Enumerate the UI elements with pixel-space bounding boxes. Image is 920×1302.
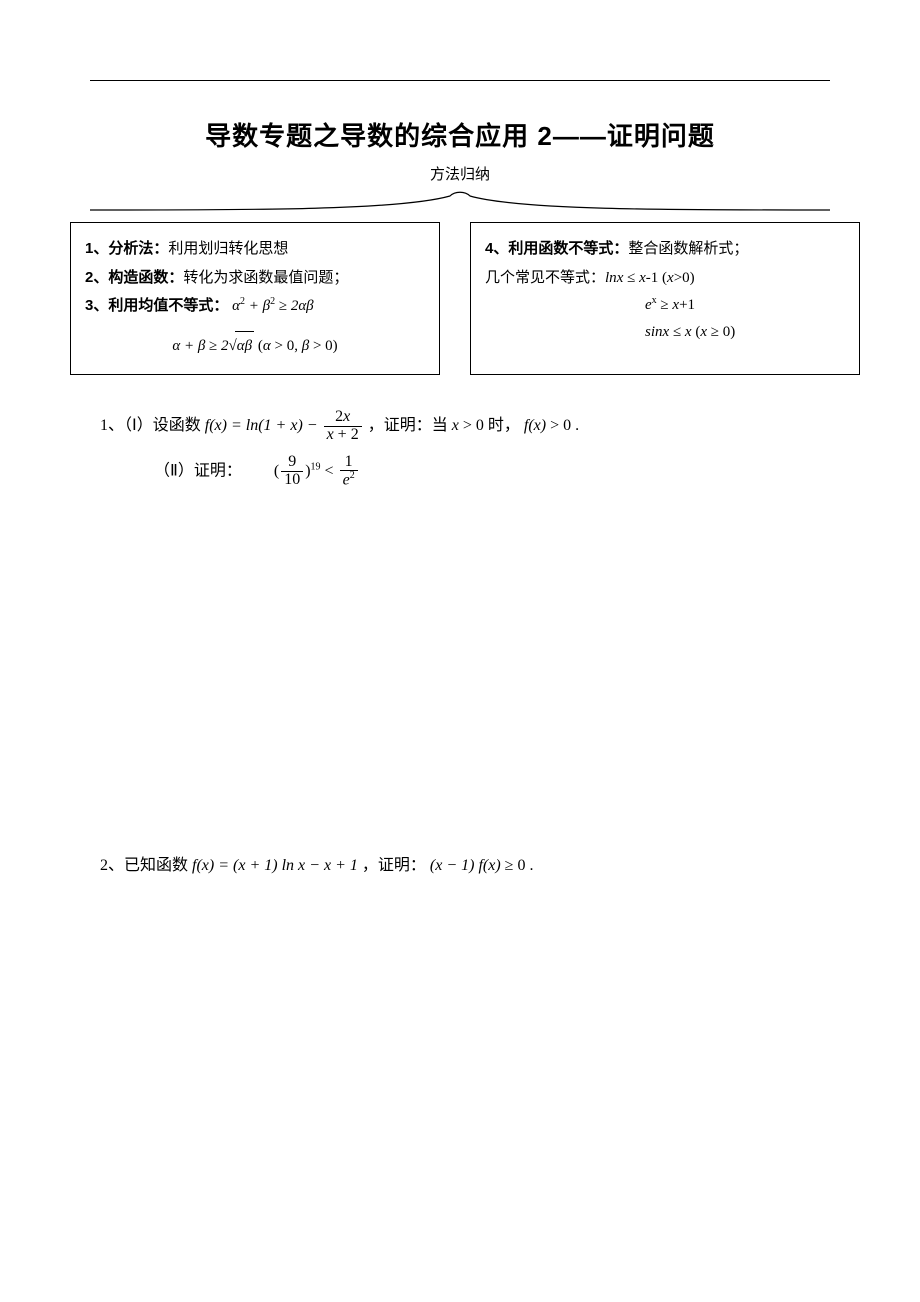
method-box-right: 4、利用函数不等式：整合函数解析式； 几个常见不等式：lnx ≤ x-1 (x>… (470, 222, 860, 375)
ineq2: ex ≥ x+1 (645, 297, 695, 313)
p1p2-lt: < (325, 462, 338, 479)
p1-frac: 2x x + 2 (324, 409, 362, 444)
right-ineq2: ex ≥ x+1 (485, 292, 845, 319)
l3-formula: α2 + β2 ≥ 2αβ (232, 298, 314, 314)
left-line-3: 3、利用均值不等式： α2 + β2 ≥ 2αβ (85, 292, 425, 321)
p1p2-den: 10 (281, 472, 303, 489)
p2-mid: ，证明： (362, 857, 426, 874)
brace (80, 186, 840, 214)
p1-part2-label: （Ⅱ）证明： (154, 462, 242, 479)
p1p2-frac2: 1e2 (340, 454, 358, 490)
r2-ineq1: lnx ≤ x-1 (x>0) (605, 270, 695, 286)
p1-concl: f(x) > 0 (524, 417, 571, 434)
l1-bold: 1、分析法： (85, 240, 168, 257)
r2-label: 几个常见不等式： (485, 270, 605, 286)
p1-mid: ，证明：当 (368, 417, 452, 434)
p1p2-num: 9 (281, 454, 303, 472)
p1-mid2: 时， (488, 417, 520, 434)
p1p2-frac1: 910 (281, 454, 303, 489)
ineq3: sinx ≤ x (x ≥ 0) (645, 324, 735, 340)
right-ineq3: sinx ≤ x (x ≥ 0) (485, 319, 845, 346)
problems: 1、（Ⅰ）设函数 f(x) = ln(1 + x) − 2x x + 2 ，证明… (70, 409, 850, 882)
page-title: 导数专题之导数的综合应用 2——证明问题 (70, 116, 850, 153)
l3-bold: 3、利用均值不等式： (85, 297, 228, 314)
p2-head: 2、已知函数 (100, 857, 192, 874)
right-line-2: 几个常见不等式：lnx ≤ x-1 (x>0) (485, 264, 845, 293)
left-line-4: α + β ≥ 2αβ (α > 0, β > 0) (85, 331, 425, 361)
problem-1-part2: （Ⅱ）证明： (910)19 < 1e2 (100, 454, 820, 490)
left-line-2: 2、构造函数：转化为求函数最值问题； (85, 264, 425, 293)
p1-cond: x > 0 (452, 417, 484, 434)
right-line-1: 4、利用函数不等式：整合函数解析式； (485, 235, 845, 264)
left-line-1: 1、分析法：利用划归转化思想 (85, 235, 425, 264)
p1p2-exp: 19 (311, 461, 321, 472)
p1-tail: . (575, 417, 579, 434)
method-box-left: 1、分析法：利用划归转化思想 2、构造函数：转化为求函数最值问题； 3、利用均值… (70, 222, 440, 375)
p2-concl: (x − 1) f(x) ≥ 0 (430, 857, 526, 874)
l2-rest: 转化为求函数最值问题； (183, 270, 348, 286)
r1-rest: 整合函数解析式； (628, 241, 748, 257)
l1-rest: 利用划归转化思想 (168, 241, 288, 257)
page: 导数专题之导数的综合应用 2——证明问题 方法归纳 1、分析法：利用划归转化思想… (0, 0, 920, 1302)
problem-1: 1、（Ⅰ）设函数 f(x) = ln(1 + x) − 2x x + 2 ，证明… (100, 409, 820, 490)
p1p2-rnum: 1 (340, 454, 358, 472)
l4-formula: α + β ≥ 2αβ (α > 0, β > 0) (172, 338, 337, 354)
problem-2: 2、已知函数 f(x) = (x + 1) ln x − x + 1 ，证明： … (100, 850, 820, 882)
p1-part2-expr: ( (274, 462, 279, 479)
p2-tail: . (529, 857, 533, 874)
problem-1-part1: 1、（Ⅰ）设函数 f(x) = ln(1 + x) − 2x x + 2 ，证明… (100, 409, 820, 444)
top-rule (90, 80, 830, 81)
r1-bold: 4、利用函数不等式： (485, 240, 628, 257)
p1-fx: f(x) = ln(1 + x) − (205, 417, 322, 434)
p2-fx: f(x) = (x + 1) ln x − x + 1 (192, 857, 358, 874)
method-label: 方法归纳 (70, 163, 850, 184)
p1-head: 1、（Ⅰ）设函数 (100, 417, 205, 434)
l2-bold: 2、构造函数： (85, 269, 183, 286)
brace-icon (80, 186, 840, 214)
method-boxes: 1、分析法：利用划归转化思想 2、构造函数：转化为求函数最值问题； 3、利用均值… (70, 222, 860, 375)
